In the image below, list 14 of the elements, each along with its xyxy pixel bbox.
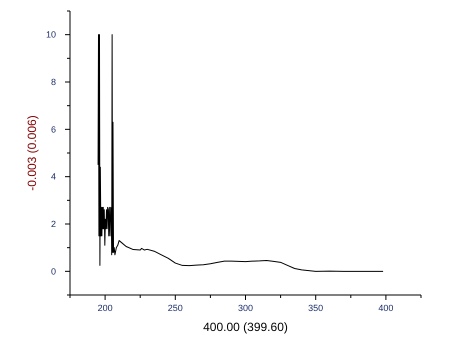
y-tick-label: 6 [50, 124, 56, 134]
y-axis-title: -0.003 (0.006) [25, 115, 39, 191]
x-tick-label: 300 [238, 303, 254, 313]
y-tick-label: 8 [50, 77, 56, 87]
y-tick-label: 4 [50, 172, 56, 182]
x-tick-label: 200 [98, 303, 113, 313]
x-tick-label: 250 [168, 303, 183, 313]
x-tick-label: 400 [378, 303, 394, 313]
y-tick-label: 10 [46, 30, 56, 40]
x-axis-title: 400.00 (399.60) [203, 320, 288, 334]
y-tick-label: 2 [50, 219, 56, 229]
y-tick-label: 0 [50, 266, 56, 276]
x-tick-label: 350 [308, 303, 324, 313]
line-series [98, 34, 384, 272]
